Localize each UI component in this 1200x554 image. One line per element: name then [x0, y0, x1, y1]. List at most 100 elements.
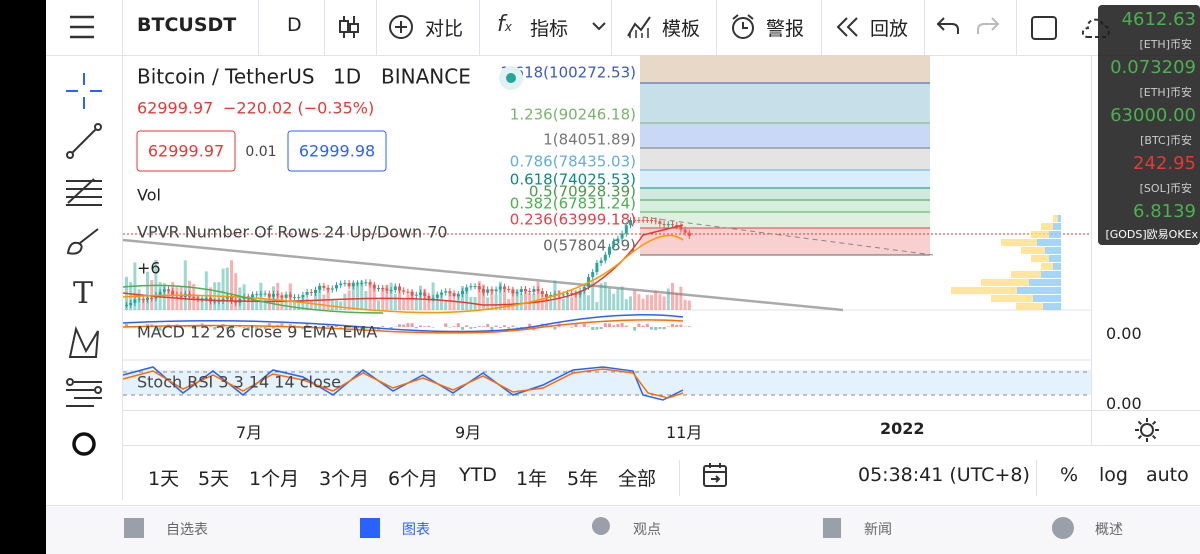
percent-toggle[interactable]: %: [1060, 464, 1079, 486]
candle-body: [200, 298, 204, 300]
volume-bar: [477, 281, 481, 310]
tab-icon[interactable]: [356, 514, 384, 542]
macd-histogram: [267, 323, 271, 327]
chart-area[interactable]: 1.618(100272.53) 1.236(90246.18) 1(84051.8…: [123, 55, 1092, 410]
range-button[interactable]: 5天: [198, 468, 230, 490]
tab-label[interactable]: 新闻: [864, 522, 892, 538]
toolbar-button[interactable]: 对比: [425, 18, 464, 40]
floating-watchlist[interactable]: 4612.63 [ETH]币安 0.073209 [ETH]币安 63000.00 [BT…: [1098, 5, 1200, 245]
candle-body: [301, 294, 305, 298]
redo-icon[interactable]: [976, 16, 1000, 36]
macd-histogram: [305, 323, 309, 327]
range-button[interactable]: 1个月: [249, 468, 300, 490]
candle-body: [162, 289, 166, 292]
text-tool[interactable]: T: [73, 276, 94, 311]
fx-icon[interactable]: fx: [497, 12, 512, 37]
vpvr-up: [1021, 247, 1045, 254]
compare-icon[interactable]: [388, 14, 414, 40]
candle-body: [503, 286, 506, 289]
fib-tool[interactable]: [64, 175, 104, 207]
toolbar-button[interactable]: 指标: [530, 18, 569, 40]
undo-icon[interactable]: [936, 16, 960, 36]
dropdown-icon[interactable]: [592, 22, 606, 32]
sell-button[interactable]: [136, 130, 236, 172]
volume-bar: [515, 289, 519, 310]
tab-label[interactable]: 图表: [402, 522, 430, 538]
moving-average: [123, 284, 384, 314]
toolbar-button[interactable]: 回放: [870, 18, 909, 40]
volume-bar: [297, 300, 301, 310]
buy-button[interactable]: [287, 130, 387, 172]
macd-histogram: [351, 327, 355, 329]
macd-histogram: [587, 326, 590, 327]
toolbar-button[interactable]: 模板: [662, 18, 701, 40]
vpvr-down: [1017, 287, 1061, 294]
macd-histogram: [595, 327, 599, 330]
range-button[interactable]: 6个月: [388, 468, 439, 490]
auto-toggle[interactable]: auto: [1146, 464, 1189, 486]
candle-body: [372, 284, 376, 289]
candle-body: [536, 289, 540, 292]
macd-axis-value: 0.00: [1106, 324, 1142, 343]
fib-retracement[interactable]: 1.618(100272.53) 1.236(90246.18) 1(84051.8…: [500, 55, 930, 256]
vpvr-down: [1053, 223, 1061, 230]
crosshair-tool[interactable]: [66, 73, 102, 109]
prediction-tool[interactable]: [64, 378, 104, 410]
volume-bar: [511, 288, 515, 310]
macd-line: [123, 314, 684, 333]
volume-bar: [326, 287, 330, 310]
tab-label[interactable]: 概述: [1095, 522, 1123, 538]
candle-body: [532, 289, 536, 292]
candle-body: [393, 286, 397, 290]
volume-bar: [658, 294, 662, 310]
hidden-indicators[interactable]: +6: [137, 259, 161, 278]
tab-icon[interactable]: [120, 514, 148, 542]
candle-body: [326, 287, 330, 290]
goto-date-icon[interactable]: [702, 462, 728, 488]
range-button[interactable]: YTD: [459, 464, 497, 486]
candle-body: [671, 224, 674, 226]
candle-body: [683, 229, 687, 233]
candle-body: [179, 294, 183, 298]
tab-icon[interactable]: [587, 514, 615, 542]
range-button[interactable]: 1年: [516, 468, 548, 490]
tab-label[interactable]: 自选表: [166, 522, 208, 538]
range-button[interactable]: 5年: [567, 468, 599, 490]
clock[interactable]: 05:38:41 (UTC+8): [858, 464, 1030, 486]
range-button[interactable]: 全部: [618, 468, 657, 490]
replay-icon[interactable]: [836, 16, 860, 38]
alert-icon[interactable]: [729, 13, 757, 41]
candle-body: [305, 291, 309, 295]
pattern-tool[interactable]: [66, 325, 102, 361]
range-button[interactable]: 1天: [148, 468, 180, 490]
chart-type-icon[interactable]: [338, 14, 360, 40]
menu-icon[interactable]: [68, 14, 96, 40]
time-label: 2022: [880, 419, 925, 438]
cursor-dot: [506, 73, 516, 83]
brush-tool[interactable]: [64, 225, 104, 257]
stoch-d: [123, 368, 684, 399]
vpvr-down: [1049, 255, 1061, 262]
settings-icon[interactable]: [1134, 417, 1160, 443]
hide-tool[interactable]: [70, 430, 98, 458]
macd-histogram: [507, 327, 511, 329]
candle-body: [402, 290, 406, 292]
tab-icon[interactable]: [818, 514, 846, 542]
range-button[interactable]: 3个月: [319, 468, 370, 490]
toolbar-button[interactable]: 警报: [766, 18, 805, 40]
volume-bar: [246, 296, 250, 310]
interval[interactable]: D: [287, 14, 302, 36]
trendline-tool[interactable]: [66, 123, 102, 159]
layout-icon[interactable]: [1030, 15, 1058, 41]
tab-label[interactable]: 观点: [633, 522, 661, 538]
macd-histogram: [288, 324, 292, 327]
volume-bar: [389, 282, 393, 310]
symbol[interactable]: BTCUSDT: [137, 14, 237, 36]
template-icon[interactable]: [626, 14, 654, 40]
trendline: [123, 238, 844, 312]
log-toggle[interactable]: log: [1099, 464, 1128, 486]
macd-histogram: [301, 327, 305, 330]
volume-label: Vol: [137, 186, 161, 205]
tab-icon[interactable]: [1049, 514, 1077, 542]
volume-bar: [608, 288, 611, 310]
